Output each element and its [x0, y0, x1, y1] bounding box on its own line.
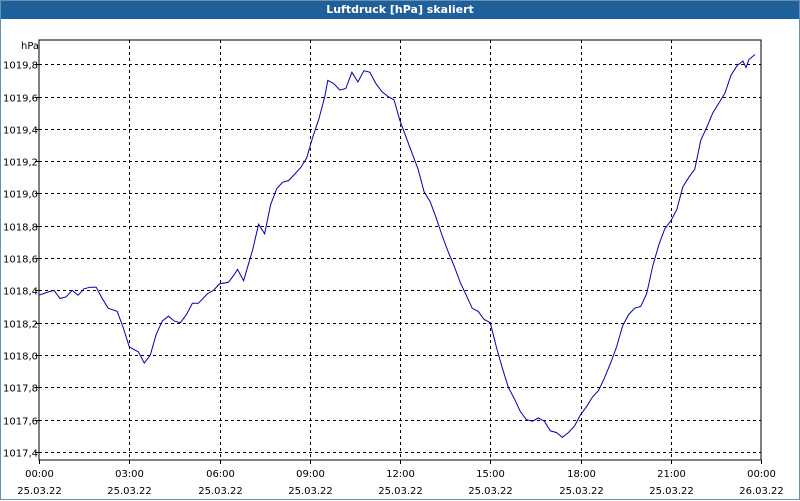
x-tick-date-label: 25.03.22	[107, 486, 152, 497]
x-tick-time-label: 09:00	[296, 469, 325, 480]
y-tick-label: 1019,2	[3, 158, 38, 169]
y-tick-label: 1018,8	[3, 223, 38, 234]
x-tick-date-label: 25.03.22	[468, 486, 513, 497]
x-tick-date-label: 25.03.22	[17, 486, 62, 497]
x-tick-time-label: 12:00	[386, 469, 415, 480]
x-tick-time-label: 18:00	[567, 469, 596, 480]
x-tick-date-label: 25.03.22	[198, 486, 243, 497]
y-tick-label: 1018,2	[3, 320, 38, 331]
x-tick-date-label: 25.03.22	[288, 486, 333, 497]
chart-title: Luftdruck [hPa] skaliert	[1, 1, 799, 19]
x-tick-date-label: 25.03.22	[649, 486, 694, 497]
y-tick-label: 1018,0	[3, 352, 38, 363]
x-tick-time-label: 03:00	[115, 469, 144, 480]
x-tick-date-label: 25.03.22	[378, 486, 423, 497]
x-axis: 00:00 25.03.22 03:00 25.03.22 06:00 25.03.22 0…	[17, 460, 784, 497]
y-tick-label: 1017,6	[3, 417, 38, 428]
grid-lines	[39, 40, 761, 460]
y-axis: 1017,4 1017,6 1017,8 1018,0 1018,2 1018,4 1018…	[3, 61, 39, 460]
x-tick-time-label: 15:00	[476, 469, 505, 480]
y-tick-label: 1019,0	[3, 190, 38, 201]
y-axis-unit-label: hPa	[21, 41, 39, 52]
y-tick-label: 1019,4	[3, 126, 38, 137]
x-tick-date-label: 25.03.22	[559, 486, 604, 497]
y-tick-label: 1018,4	[3, 287, 38, 298]
y-tick-label: 1018,6	[3, 255, 38, 266]
y-tick-label: 1017,8	[3, 384, 38, 395]
x-tick-time-label: 21:00	[657, 469, 686, 480]
y-tick-label: 1017,4	[3, 449, 38, 460]
x-tick-time-label: 00:00	[25, 469, 54, 480]
x-tick-time-label: 00:00	[747, 469, 776, 480]
x-tick-date-label: 26.03.22	[739, 486, 784, 497]
series-line-luftdruck	[38, 54, 756, 439]
x-tick-time-label: 06:00	[206, 469, 235, 480]
y-tick-label: 1019,6	[3, 94, 38, 105]
y-tick-label: 1019,8	[3, 61, 38, 72]
